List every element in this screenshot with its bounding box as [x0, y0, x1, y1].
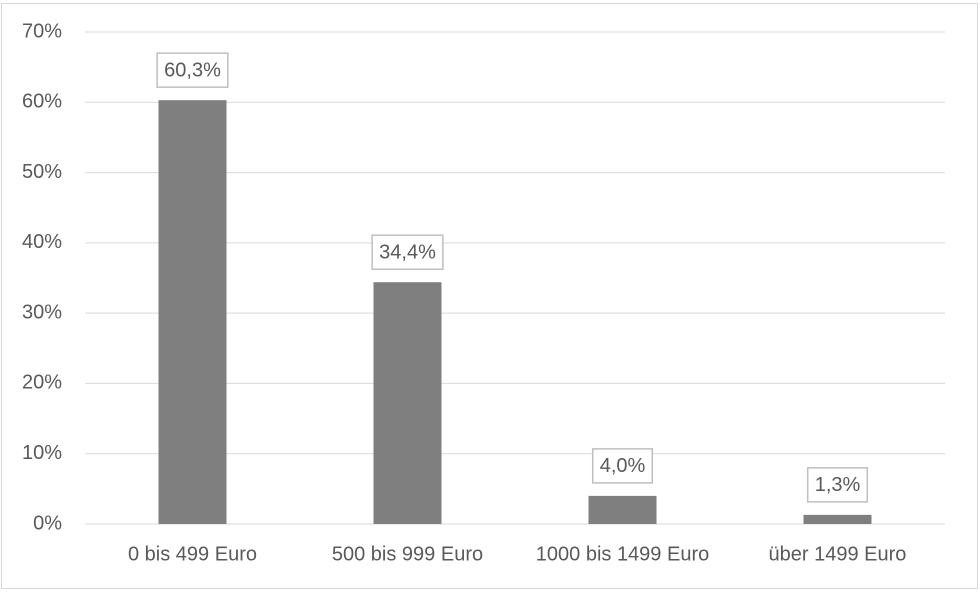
- y-tick-label: 60%: [22, 91, 62, 113]
- value-label: 60,3%: [164, 59, 221, 81]
- x-tick-label: 0 bis 499 Euro: [128, 543, 257, 565]
- y-tick-label: 0%: [33, 512, 62, 534]
- y-tick-label: 50%: [22, 161, 62, 183]
- value-label: 4,0%: [600, 455, 646, 477]
- y-tick-label: 10%: [22, 442, 62, 464]
- bar: [158, 100, 227, 525]
- value-label-box: [371, 234, 444, 270]
- value-label-box: [591, 448, 654, 484]
- y-tick-label: 70%: [22, 20, 62, 42]
- bar: [588, 495, 657, 524]
- x-tick-label: 500 bis 999 Euro: [332, 543, 483, 565]
- y-tick-label: 30%: [22, 301, 62, 323]
- value-label: 1,3%: [815, 474, 861, 496]
- y-tick-label: 40%: [22, 231, 62, 253]
- x-tick-label: 1000 bis 1499 Euro: [536, 543, 709, 565]
- value-label-box: [156, 52, 229, 88]
- bar: [373, 282, 442, 524]
- y-tick-label: 20%: [22, 372, 62, 394]
- x-tick-label: über 1499 Euro: [769, 543, 907, 565]
- value-label-box: [806, 467, 869, 503]
- value-label: 34,4%: [379, 241, 436, 263]
- bar: [803, 514, 872, 524]
